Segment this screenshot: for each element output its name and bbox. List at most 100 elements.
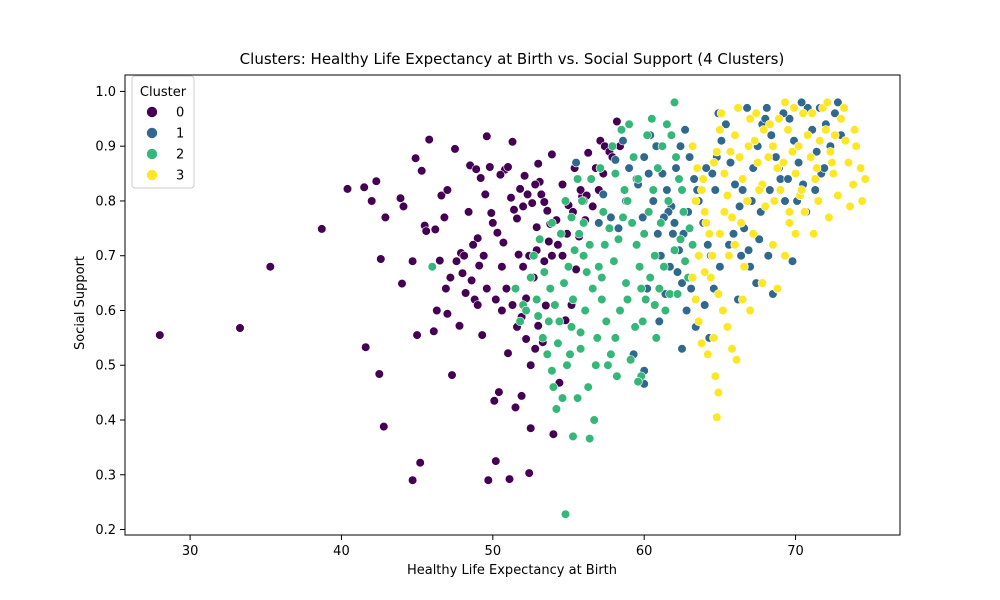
point-cluster-0: [512, 213, 522, 224]
point-cluster-3: [812, 163, 822, 173]
y-tick-label: 0.5: [95, 359, 116, 374]
point-cluster-3: [727, 212, 737, 222]
point-cluster-0: [518, 201, 528, 211]
point-cluster-3: [848, 179, 858, 190]
point-cluster-1: [610, 155, 621, 165]
point-cluster-2: [656, 218, 666, 228]
point-cluster-2: [589, 415, 599, 425]
point-cluster-0: [515, 184, 525, 194]
point-cluster-1: [754, 234, 764, 244]
point-cluster-2: [650, 300, 660, 310]
point-cluster-2: [638, 316, 648, 327]
point-cluster-0: [501, 284, 512, 294]
point-cluster-3: [736, 218, 746, 228]
point-cluster-1: [594, 218, 604, 228]
point-cluster-3: [739, 262, 749, 272]
point-cluster-1: [742, 103, 752, 113]
point-cluster-0: [436, 190, 447, 201]
point-cluster-0: [359, 182, 369, 192]
point-cluster-2: [610, 333, 621, 343]
point-cluster-2: [642, 130, 652, 140]
point-cluster-2: [675, 234, 686, 244]
point-cluster-0: [474, 261, 484, 271]
point-cluster-2: [666, 130, 677, 140]
point-cluster-2: [669, 245, 680, 255]
point-cluster-2: [521, 305, 531, 316]
point-cluster-3: [697, 185, 707, 195]
point-cluster-3: [716, 108, 727, 118]
point-cluster-2: [660, 305, 671, 316]
point-cluster-1: [765, 185, 775, 195]
point-cluster-2: [641, 294, 651, 305]
point-cluster-2: [624, 119, 634, 129]
point-cluster-3: [787, 147, 798, 157]
point-cluster-1: [734, 201, 745, 211]
point-cluster-2: [610, 169, 621, 179]
point-cluster-2: [532, 294, 542, 305]
x-tick-label: 70: [787, 544, 804, 559]
point-cluster-2: [618, 212, 628, 222]
point-cluster-0: [553, 240, 563, 250]
point-cluster-0: [510, 402, 521, 413]
point-cluster-2: [621, 278, 631, 288]
point-cluster-3: [807, 108, 817, 118]
point-cluster-2: [585, 240, 595, 250]
point-cluster-2: [580, 305, 590, 316]
point-cluster-0: [519, 171, 530, 181]
point-cluster-1: [598, 189, 608, 199]
point-cluster-0: [380, 212, 391, 222]
y-tick-label: 0.7: [95, 249, 116, 264]
point-cluster-3: [784, 218, 795, 228]
point-cluster-0: [530, 344, 540, 354]
point-cluster-2: [604, 223, 615, 233]
point-cluster-0: [464, 207, 474, 217]
point-cluster-0: [557, 251, 568, 261]
point-cluster-3: [849, 125, 860, 135]
point-cluster-3: [851, 141, 861, 151]
point-cluster-2: [586, 174, 596, 184]
point-cluster-0: [612, 116, 622, 127]
point-cluster-2: [560, 196, 571, 206]
point-cluster-3: [780, 97, 790, 107]
point-cluster-0: [533, 159, 543, 169]
point-cluster-0: [450, 144, 460, 154]
point-cluster-0: [522, 189, 533, 199]
point-cluster-0: [488, 218, 498, 228]
point-cluster-1: [644, 169, 654, 179]
point-cluster-2: [572, 174, 583, 184]
point-cluster-3: [845, 201, 855, 211]
point-cluster-0: [442, 185, 453, 195]
point-cluster-1: [606, 212, 616, 222]
point-cluster-3: [737, 174, 748, 184]
point-cluster-1: [672, 267, 683, 277]
point-cluster-2: [535, 234, 545, 244]
point-cluster-3: [857, 196, 867, 206]
point-cluster-1: [680, 125, 690, 135]
point-cluster-2: [653, 163, 663, 173]
point-cluster-3: [799, 207, 810, 217]
point-cluster-0: [521, 334, 531, 344]
point-cluster-2: [591, 360, 601, 370]
point-cluster-2: [575, 327, 586, 338]
y-tick-label: 0.4: [95, 414, 116, 429]
point-cluster-2: [644, 207, 654, 217]
point-cluster-2: [609, 256, 619, 266]
point-cluster-1: [793, 158, 804, 168]
point-cluster-0: [575, 185, 586, 195]
point-cluster-3: [754, 185, 764, 195]
point-cluster-3: [765, 119, 775, 129]
point-cluster-3: [687, 141, 698, 151]
point-cluster-3: [697, 338, 707, 348]
point-cluster-3: [768, 240, 778, 250]
point-cluster-2: [651, 333, 661, 343]
legend-marker-3: [146, 169, 158, 181]
point-cluster-3: [713, 289, 724, 299]
point-cluster-3: [722, 322, 733, 332]
point-cluster-3: [821, 125, 831, 135]
point-cluster-2: [588, 284, 598, 294]
point-cluster-0: [485, 162, 495, 172]
point-cluster-2: [657, 141, 668, 151]
legend: Cluster 0 1 2 3: [131, 75, 195, 189]
point-cluster-2: [633, 174, 643, 184]
point-cluster-0: [454, 321, 465, 331]
